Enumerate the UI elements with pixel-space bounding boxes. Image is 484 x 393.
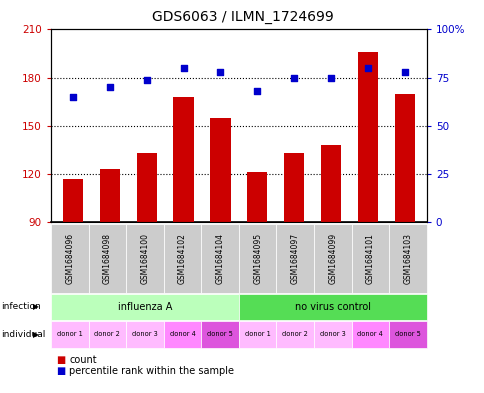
- Text: influenza A: influenza A: [118, 302, 172, 312]
- Text: GSM1684101: GSM1684101: [365, 233, 374, 284]
- Point: [69, 94, 77, 100]
- Text: ■: ■: [56, 354, 65, 365]
- Bar: [284, 153, 303, 222]
- Bar: [210, 118, 230, 222]
- Text: donor 3: donor 3: [132, 331, 157, 338]
- Point: [363, 65, 371, 71]
- Bar: [247, 172, 267, 222]
- Bar: [320, 145, 340, 222]
- Text: donor 5: donor 5: [207, 331, 232, 338]
- Text: donor 1: donor 1: [57, 331, 82, 338]
- Bar: [394, 94, 414, 222]
- Bar: [173, 97, 193, 222]
- Text: GSM1684097: GSM1684097: [290, 233, 299, 284]
- Point: [326, 74, 334, 81]
- Text: GSM1684104: GSM1684104: [215, 233, 224, 284]
- Text: GSM1684100: GSM1684100: [140, 233, 149, 284]
- Bar: [63, 179, 83, 222]
- Text: percentile rank within the sample: percentile rank within the sample: [69, 366, 234, 376]
- Text: ■: ■: [56, 366, 65, 376]
- Text: GSM1684095: GSM1684095: [253, 233, 262, 284]
- Bar: [136, 153, 156, 222]
- Point: [180, 65, 187, 71]
- Point: [143, 76, 151, 83]
- Text: GSM1684103: GSM1684103: [403, 233, 412, 284]
- Point: [106, 84, 114, 90]
- Text: donor 2: donor 2: [94, 331, 120, 338]
- Point: [216, 69, 224, 75]
- Point: [289, 74, 297, 81]
- Text: count: count: [69, 354, 97, 365]
- Text: GDS6063 / ILMN_1724699: GDS6063 / ILMN_1724699: [151, 10, 333, 24]
- Text: donor 4: donor 4: [169, 331, 195, 338]
- Text: ▶: ▶: [33, 330, 39, 339]
- Text: GSM1684099: GSM1684099: [328, 233, 337, 284]
- Text: donor 4: donor 4: [357, 331, 382, 338]
- Bar: [357, 52, 377, 222]
- Text: individual: individual: [1, 330, 45, 339]
- Bar: [100, 169, 120, 222]
- Text: ▶: ▶: [33, 303, 39, 311]
- Point: [253, 88, 260, 94]
- Text: donor 1: donor 1: [244, 331, 270, 338]
- Text: infection: infection: [1, 303, 41, 311]
- Text: donor 2: donor 2: [282, 331, 307, 338]
- Text: GSM1684102: GSM1684102: [178, 233, 187, 284]
- Text: donor 5: donor 5: [394, 331, 420, 338]
- Text: donor 3: donor 3: [319, 331, 345, 338]
- Text: no virus control: no virus control: [294, 302, 370, 312]
- Text: GSM1684098: GSM1684098: [103, 233, 112, 284]
- Point: [400, 69, 408, 75]
- Text: GSM1684096: GSM1684096: [65, 233, 74, 284]
